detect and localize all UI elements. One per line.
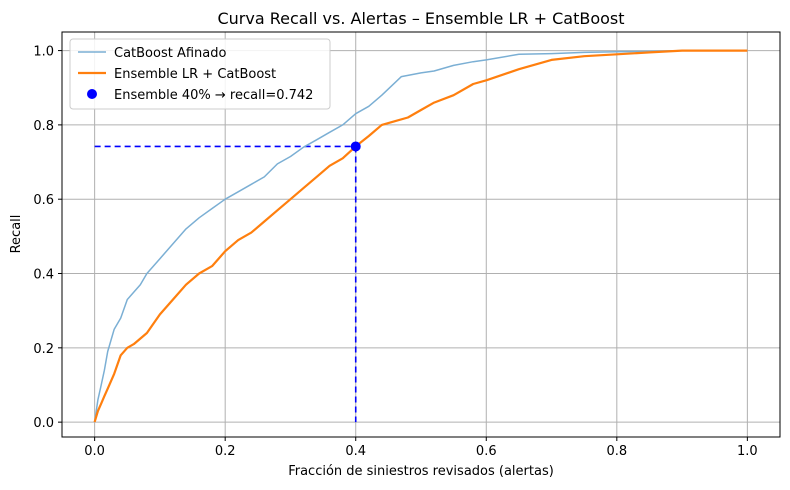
- legend-swatch-highlight: [87, 89, 97, 99]
- x-axis-ticks: 0.0 0.2 0.4 0.6 0.8 1.0: [84, 437, 758, 459]
- x-tick-label-3: 0.6: [476, 444, 497, 459]
- reference-lines: [94, 145, 357, 423]
- legend-label-1: Ensemble LR + CatBoost: [114, 67, 276, 82]
- x-tick-label-1: 0.2: [215, 444, 236, 459]
- legend-label-0: CatBoost Afinado: [114, 46, 227, 61]
- y-tick-label-1: 0.2: [33, 342, 54, 357]
- grid-lines: [62, 32, 780, 437]
- y-tick-label-0: 0.0: [33, 416, 54, 431]
- x-tick-label-4: 0.8: [606, 444, 627, 459]
- y-tick-label-5: 1.0: [33, 45, 54, 60]
- y-tick-label-4: 0.8: [33, 119, 54, 134]
- y-axis-ticks: 0.0 0.2 0.4 0.6 0.8 1.0: [33, 45, 62, 431]
- legend-box: [69, 38, 331, 110]
- x-tick-label-0: 0.0: [84, 444, 105, 459]
- legend: CatBoost Afinado Ensemble LR + CatBoost En…: [69, 38, 331, 110]
- series-line-0: [93, 49, 748, 423]
- plot-frame: [61, 31, 781, 438]
- series-line-1: [93, 49, 748, 423]
- x-tick-label-2: 0.4: [345, 444, 366, 459]
- legend-label-highlight: Ensemble 40% → recall=0.742: [114, 88, 313, 103]
- x-axis-title: Fracción de siniestros revisados (alerta…: [288, 464, 554, 479]
- highlight-marker: [350, 141, 361, 152]
- y-axis-title: Recall: [9, 215, 24, 254]
- highlight-point: [350, 141, 361, 152]
- x-tick-label-5: 1.0: [737, 444, 758, 459]
- y-tick-label-3: 0.6: [33, 193, 54, 208]
- chart-title: Curva Recall vs. Alertas – Ensemble LR +…: [217, 9, 624, 28]
- y-tick-label-2: 0.4: [33, 268, 54, 283]
- series-lines: [93, 49, 748, 423]
